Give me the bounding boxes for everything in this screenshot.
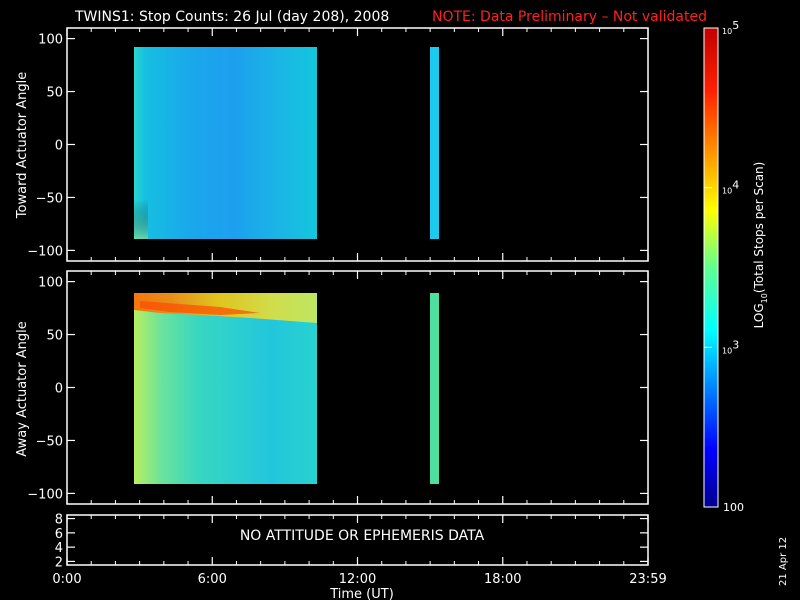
colorbar-tick-label: 103 — [722, 338, 739, 355]
away-x-ticks — [66, 271, 649, 504]
colorbar-tick-label: 104 — [722, 179, 739, 196]
y-tick-label: 50 — [46, 86, 63, 101]
toward-y-ticks: 100 50 0 −50 −100 — [27, 33, 648, 259]
y-tick-label: 100 — [38, 33, 63, 48]
y-tick-label: −100 — [27, 487, 63, 502]
y-tick-label: 100 — [38, 276, 63, 291]
y-tick-label: 50 — [46, 329, 63, 344]
colorbar-ticks: 105 104 103 — [704, 19, 739, 355]
away-y-axis-label: Away Actuator Angle — [15, 321, 30, 456]
y-tick-label: −50 — [36, 434, 63, 449]
x-tick-label: 0:00 — [52, 572, 81, 587]
attitude-x-ticks — [66, 515, 649, 565]
y-tick-label: 2 — [55, 555, 63, 570]
no-data-message: NO ATTITUDE OR EPHEMERIS DATA — [240, 528, 485, 544]
y-tick-label: 6 — [55, 527, 63, 542]
y-tick-label: 0 — [55, 139, 63, 154]
away-y-ticks: 100 50 0 −50 −100 — [27, 276, 648, 502]
colorbar-label: LOG10(Total Stops per Scan) — [752, 162, 769, 329]
away-data-block-1 — [134, 293, 317, 484]
x-tick-label: 12:00 — [339, 572, 376, 587]
x-tick-label: 18:00 — [484, 572, 521, 587]
away-peak-band — [140, 301, 260, 315]
colorbar-min-label: 100 — [723, 501, 744, 514]
preliminary-note: NOTE: Data Preliminary – Not validated — [432, 9, 707, 25]
x-tick-label: 23:59 — [629, 572, 666, 587]
y-tick-label: 8 — [55, 513, 63, 528]
y-tick-label: −100 — [27, 244, 63, 259]
toward-y-axis-label: Toward Actuator Angle — [15, 72, 30, 219]
away-panel: 100 50 0 −50 −100 Away Actuator Angle — [15, 270, 649, 505]
x-tick-label: 6:00 — [198, 572, 227, 587]
y-tick-label: 4 — [55, 541, 63, 556]
x-axis-label: Time (UT) — [329, 587, 394, 600]
colorbar: 105 104 103 100 LOG10(Total Stops per Scan… — [703, 19, 769, 514]
toward-data-block-2 — [430, 47, 439, 239]
y-tick-label: −50 — [36, 191, 63, 206]
figure-title: TWINS1: Stop Counts: 26 Jul (day 208), 2… — [74, 9, 389, 25]
toward-panel: 100 50 0 −50 −100 Toward Actuator Angle — [15, 27, 649, 262]
y-tick-label: 0 — [55, 382, 63, 397]
date-stamp: 21 Apr 12 — [778, 537, 789, 586]
toward-data-block-1 — [134, 47, 317, 239]
colorbar-scale — [704, 28, 718, 507]
toward-x-ticks — [66, 28, 649, 261]
x-tick-labels: 0:00 6:00 12:00 18:00 23:59 — [52, 572, 666, 587]
toward-edge-enhancement — [134, 200, 148, 239]
colorbar-tick-label: 105 — [722, 19, 739, 36]
away-data-block-2 — [430, 293, 439, 484]
